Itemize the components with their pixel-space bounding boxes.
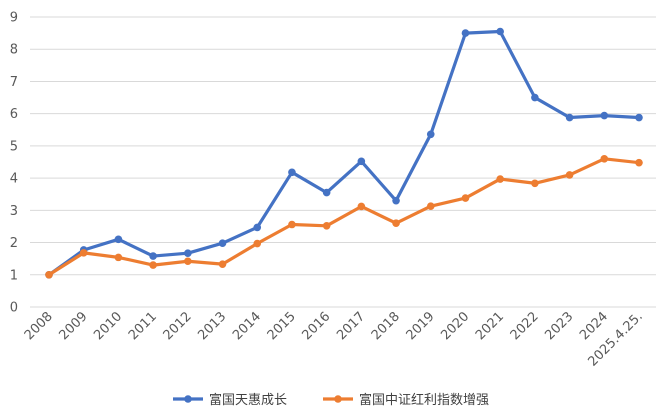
- data-point: [531, 179, 539, 188]
- series-1: [45, 27, 643, 279]
- data-point: [184, 257, 192, 266]
- x-tick-label: 2016: [299, 309, 333, 343]
- y-tick-label: 3: [10, 204, 18, 219]
- x-tick-label: 2011: [126, 309, 160, 343]
- data-point: [45, 270, 53, 279]
- data-point: [218, 260, 227, 268]
- y-tick-label: 7: [10, 75, 18, 90]
- x-tick-label: 2009: [57, 309, 91, 343]
- data-point: [426, 130, 435, 139]
- gridlines: [30, 16, 656, 308]
- data-point: [288, 168, 296, 177]
- series-line: [47, 157, 641, 277]
- y-tick-label: 1: [10, 268, 18, 283]
- y-tick-label: 5: [10, 139, 18, 154]
- legend-item: 富国天惠成长: [173, 392, 287, 408]
- x-tick-label: 2013: [195, 309, 229, 343]
- data-point: [531, 93, 539, 102]
- data-point: [253, 223, 262, 232]
- x-tick-label: 2008: [22, 309, 56, 343]
- data-point: [426, 202, 435, 210]
- data-point: [392, 219, 400, 228]
- data-point: [114, 235, 123, 244]
- x-tick-label: 2015: [265, 309, 299, 343]
- data-point: [79, 249, 88, 257]
- x-tick-label: 2012: [161, 309, 195, 343]
- data-point: [635, 113, 643, 122]
- data-point: [600, 111, 609, 120]
- y-tick-label: 9: [10, 11, 18, 26]
- data-point: [496, 27, 504, 36]
- data-point: [322, 188, 331, 197]
- series-lines: [45, 27, 643, 279]
- data-point: [114, 253, 123, 262]
- x-tick-label: 2017: [334, 309, 368, 343]
- legend-marker: [184, 395, 192, 403]
- legend-label: 富国中证红利指数增强: [359, 392, 489, 408]
- x-tick-label: 2021: [473, 309, 507, 343]
- data-point: [565, 171, 574, 179]
- data-point: [149, 252, 157, 260]
- series-2: [45, 154, 643, 279]
- series-line: [47, 29, 641, 277]
- data-point: [253, 239, 262, 248]
- data-point: [461, 29, 470, 37]
- y-tick-label: 2: [10, 236, 18, 251]
- data-point: [149, 261, 157, 269]
- x-tick-label: 2020: [438, 309, 472, 343]
- y-tick-label: 4: [10, 172, 18, 187]
- data-point: [288, 220, 296, 229]
- data-point: [357, 202, 366, 211]
- legend: 富国天惠成长 富国中证红利指数增强: [173, 392, 489, 408]
- data-point: [565, 113, 574, 122]
- x-tick-label: 2014: [230, 309, 264, 343]
- data-point: [357, 157, 366, 166]
- x-tick-label: 2022: [508, 309, 542, 343]
- y-tick-label: 8: [10, 43, 18, 58]
- x-tick-label: 2019: [404, 309, 438, 343]
- y-tick-label: 0: [10, 301, 18, 316]
- legend-marker: [334, 395, 342, 403]
- y-axis-ticks: 0 1 2 3 4 5 6 7 8 9: [10, 11, 18, 316]
- legend-label: 富国天惠成长: [209, 392, 287, 408]
- legend-item: 富国中证红利指数增强: [323, 392, 489, 408]
- data-point: [218, 239, 227, 247]
- x-axis-ticks: 2008 2009 2010 2011 2012 2013 2014 2015 2016 2017…: [22, 309, 646, 369]
- data-point: [635, 158, 643, 167]
- data-point: [600, 154, 609, 163]
- x-tick-label: 2010: [91, 309, 125, 343]
- data-point: [496, 175, 504, 183]
- data-point: [322, 222, 331, 230]
- data-point: [461, 194, 470, 202]
- data-point: [392, 196, 400, 205]
- x-tick-label: 2018: [369, 309, 403, 343]
- y-tick-label: 6: [10, 107, 18, 122]
- data-point: [184, 249, 192, 257]
- x-tick-label: 2023: [542, 309, 576, 343]
